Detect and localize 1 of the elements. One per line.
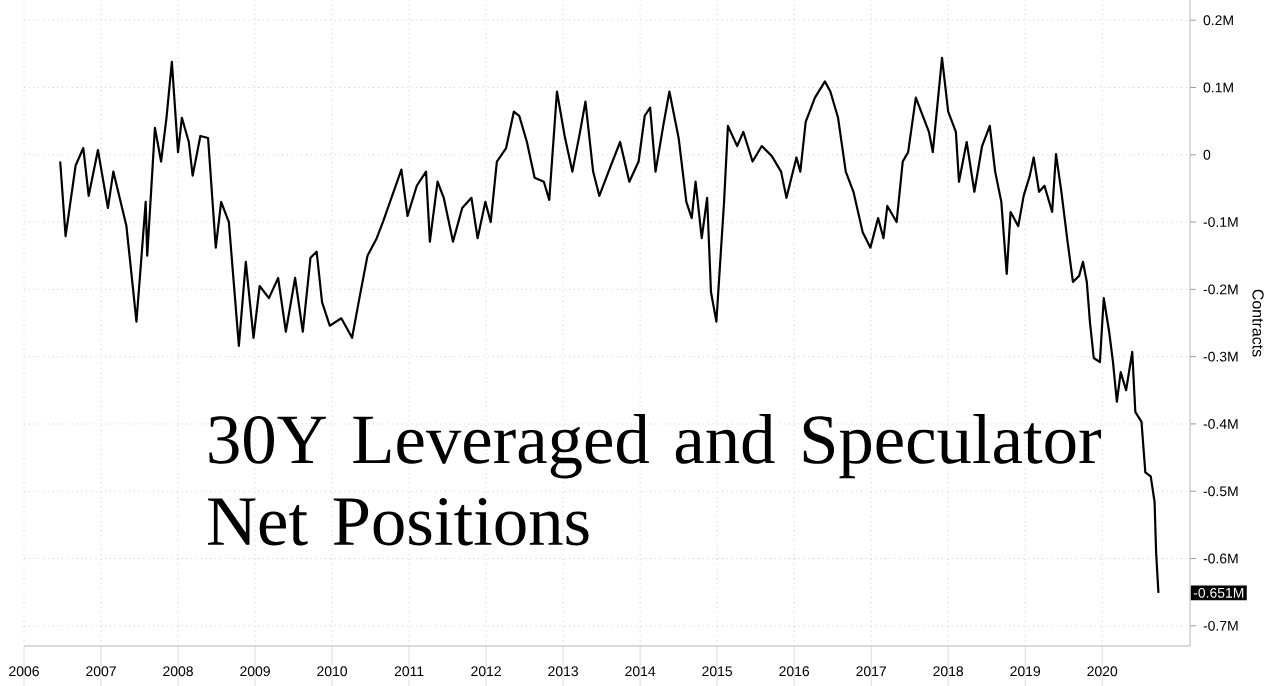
- text: 30Y Leveraged and Speculator Net Positions: [207, 414, 1101, 546]
